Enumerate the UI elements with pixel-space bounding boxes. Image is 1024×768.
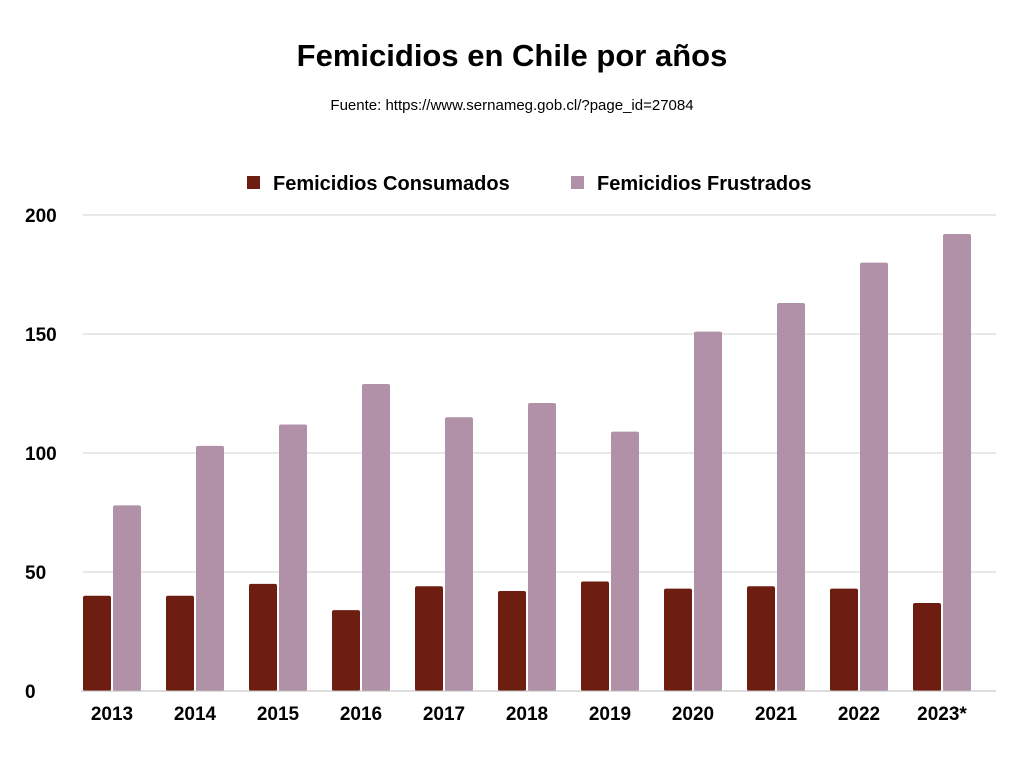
legend-label: Femicidios Frustrados bbox=[597, 173, 812, 195]
bar-frustrados bbox=[777, 303, 805, 691]
bar-frustrados bbox=[860, 262, 888, 691]
y-tick-label: 200 bbox=[25, 206, 57, 227]
bar-frustrados bbox=[279, 424, 307, 691]
bar-frustrados bbox=[694, 331, 722, 691]
bar-consumados bbox=[830, 588, 858, 691]
legend-label: Femicidios Consumados bbox=[273, 173, 510, 195]
bar-consumados bbox=[913, 602, 941, 691]
x-tick-label: 2021 bbox=[755, 704, 798, 725]
bar-consumados bbox=[332, 610, 360, 691]
legend-swatch bbox=[247, 176, 260, 189]
x-tick-label: 2020 bbox=[672, 704, 714, 725]
bar-frustrados bbox=[528, 403, 556, 691]
x-tick-label: 2023* bbox=[917, 704, 967, 725]
x-tick-label: 2014 bbox=[174, 704, 217, 725]
y-tick-label: 0 bbox=[25, 682, 36, 703]
bar-consumados bbox=[83, 595, 111, 691]
bar-consumados bbox=[581, 581, 609, 691]
legend: Femicidios Consumados Femicidios Frustrad… bbox=[247, 173, 812, 195]
bar-frustrados bbox=[611, 431, 639, 691]
y-tick-label: 150 bbox=[25, 325, 57, 346]
bar-consumados bbox=[664, 588, 692, 691]
x-tick-label: 2022 bbox=[838, 704, 880, 725]
bar-frustrados bbox=[113, 505, 141, 691]
chart-subtitle: Fuente: https://www.sernameg.gob.cl/?pag… bbox=[330, 97, 694, 114]
bar-frustrados bbox=[943, 234, 971, 692]
bar-consumados bbox=[415, 586, 443, 691]
x-tick-label: 2015 bbox=[257, 704, 300, 725]
y-tick-label: 100 bbox=[25, 444, 57, 465]
bar-frustrados bbox=[196, 445, 224, 691]
axes: 0 50 100 150 200 2013 2014 2015 2016 2017 2018 2019… bbox=[25, 206, 996, 725]
bars bbox=[83, 234, 971, 692]
y-tick-label: 50 bbox=[25, 563, 46, 584]
chart-title: Femicidios en Chile por años bbox=[296, 38, 728, 73]
x-tick-label: 2013 bbox=[91, 704, 133, 725]
bar-consumados bbox=[498, 591, 526, 691]
x-tick-label: 2017 bbox=[423, 704, 465, 725]
x-tick-label: 2016 bbox=[340, 704, 382, 725]
bar-consumados bbox=[747, 586, 775, 691]
bar-frustrados bbox=[362, 383, 390, 691]
legend-swatch bbox=[571, 176, 584, 189]
bar-consumados bbox=[249, 583, 277, 691]
bar-frustrados bbox=[445, 417, 473, 691]
x-tick-label: 2019 bbox=[589, 704, 631, 725]
x-tick-label: 2018 bbox=[506, 704, 548, 725]
bar-consumados bbox=[166, 595, 194, 691]
